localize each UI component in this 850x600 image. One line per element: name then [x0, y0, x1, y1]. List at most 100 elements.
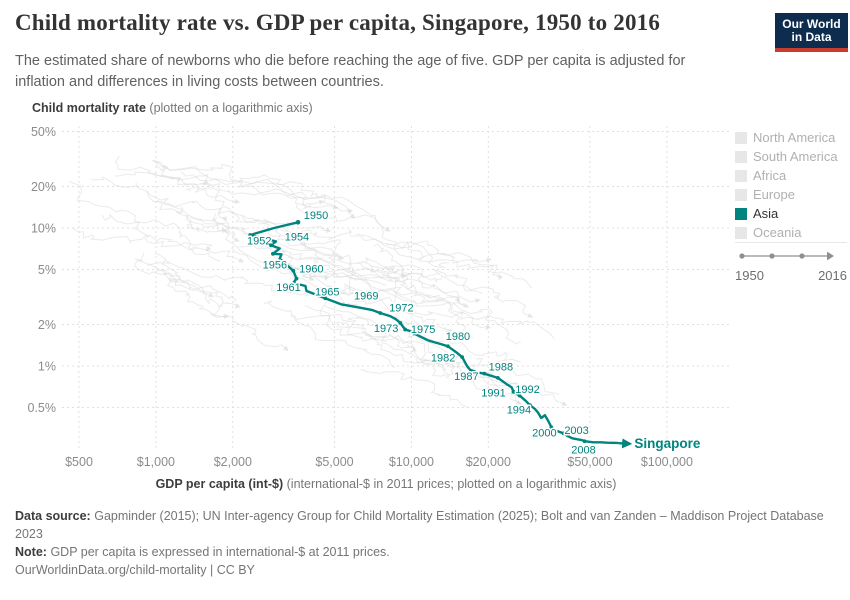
series-point[interactable] [460, 355, 465, 360]
legend-item-oceania[interactable]: Oceania [735, 223, 847, 242]
background-line [293, 314, 387, 338]
background-line [336, 325, 523, 390]
legend-swatch-icon [735, 169, 747, 182]
citation-link[interactable]: OurWorldinData.org/child-mortality | CC … [15, 563, 255, 577]
y-axis-title-main: Child mortality rate [32, 101, 146, 115]
series-point[interactable] [517, 393, 522, 398]
series-point[interactable] [446, 344, 450, 349]
legend-item-label: North America [753, 130, 836, 145]
year-label: 1988 [489, 361, 513, 373]
series-point[interactable] [398, 321, 403, 325]
timeline-start-year[interactable]: 1950 [735, 268, 764, 283]
background-line [450, 305, 555, 340]
year-label: 1961 [276, 282, 300, 294]
background-line [300, 229, 492, 263]
year-label: 1969 [354, 291, 378, 303]
series-point[interactable] [412, 331, 417, 336]
legend-item-north-america[interactable]: North America [735, 128, 847, 147]
series-point[interactable] [549, 425, 554, 430]
chart-subtitle: The estimated share of newborns who die … [15, 53, 686, 90]
series-line-singapore[interactable] [248, 221, 619, 445]
background-line [69, 181, 221, 262]
x-axis-title-main: GDP per capita (int-$) [155, 477, 284, 491]
series-point[interactable] [378, 311, 383, 315]
year-label: 1980 [446, 331, 470, 343]
legend-item-label: Oceania [753, 225, 802, 240]
timeline-slider[interactable] [735, 248, 847, 262]
y-axis-title: Child mortality rate (plotted on a logar… [32, 101, 313, 115]
timeline: 1950 2016 [735, 242, 847, 283]
y-tick-label: 0.5% [28, 401, 57, 415]
series-point[interactable] [294, 276, 299, 281]
background-line [134, 258, 215, 298]
legend-item-asia[interactable]: Asia [735, 204, 847, 223]
background-line [186, 214, 362, 297]
background-line [146, 260, 320, 299]
series-point[interactable] [269, 243, 273, 248]
y-axis-title-note: (plotted on a logarithmic axis) [149, 101, 313, 115]
background-line [263, 300, 396, 369]
timeline-dot[interactable] [769, 253, 775, 259]
legend-item-label: Africa [753, 168, 787, 183]
series-point[interactable] [323, 296, 328, 301]
background-line [190, 217, 362, 297]
legend-item-europe[interactable]: Europe [735, 185, 847, 204]
background-line [327, 285, 463, 379]
background-line [101, 213, 213, 252]
x-tick-label: $5,000 [315, 455, 353, 469]
series-point[interactable] [248, 233, 253, 237]
background-line [160, 164, 325, 210]
series-point[interactable] [582, 439, 587, 444]
legend-swatch-icon [735, 207, 747, 220]
timeline-dot[interactable] [799, 253, 805, 259]
owid-logo[interactable]: Our World in Data [775, 13, 848, 52]
year-label: 1994 [507, 405, 531, 417]
timeline-end-year[interactable]: 2016 [818, 268, 847, 283]
note-label: Note: [15, 545, 47, 559]
series-point[interactable] [495, 375, 500, 380]
legend-item-label: Asia [753, 206, 779, 221]
background-line [156, 199, 228, 234]
legend-item-south-america[interactable]: South America [735, 147, 847, 166]
legend-swatch-icon [735, 131, 747, 144]
x-tick-label: $100,000 [641, 455, 693, 469]
x-tick-label: $20,000 [466, 455, 511, 469]
datasource-line: Data source: Gapminder (2015); UN Inter-… [15, 507, 835, 543]
background-line [230, 247, 329, 282]
background-line [241, 215, 341, 251]
series-point[interactable] [295, 219, 301, 225]
series-point[interactable] [291, 268, 296, 273]
background-line [271, 226, 481, 304]
background-line [295, 203, 449, 269]
year-label: 1965 [315, 287, 339, 299]
series-point[interactable] [528, 403, 532, 408]
y-tick-label: 50% [31, 125, 56, 139]
legend-swatch-icon [735, 188, 747, 201]
year-label: 1987 [454, 371, 478, 383]
timeline-start-handle[interactable] [739, 253, 745, 259]
x-axis-title-note: (international-$ in 2011 prices; plotted… [286, 477, 617, 491]
timeline-arrow-icon[interactable] [827, 251, 834, 261]
series-point[interactable] [271, 251, 275, 256]
series-point[interactable] [511, 389, 516, 394]
legend-swatch-icon [735, 226, 747, 239]
background-line [223, 205, 345, 261]
background-line [362, 256, 474, 339]
note-text: GDP per capita is expressed in internati… [50, 545, 390, 559]
legend-swatch-icon [735, 150, 747, 163]
background-line [355, 233, 504, 281]
background-line [72, 227, 245, 263]
year-label: 1972 [389, 302, 413, 314]
background-line [146, 192, 332, 234]
page-title: Child mortality rate vs. GDP per capita,… [15, 10, 661, 35]
series-point[interactable] [561, 431, 566, 436]
year-label: 2008 [571, 445, 595, 457]
series-point[interactable] [403, 327, 408, 332]
series-point[interactable] [482, 371, 487, 376]
datasource-text: Gapminder (2015); UN Inter-agency Group … [15, 509, 824, 541]
y-tick-label: 5% [38, 263, 56, 277]
background-line [360, 368, 469, 409]
legend-item-africa[interactable]: Africa [735, 166, 847, 185]
